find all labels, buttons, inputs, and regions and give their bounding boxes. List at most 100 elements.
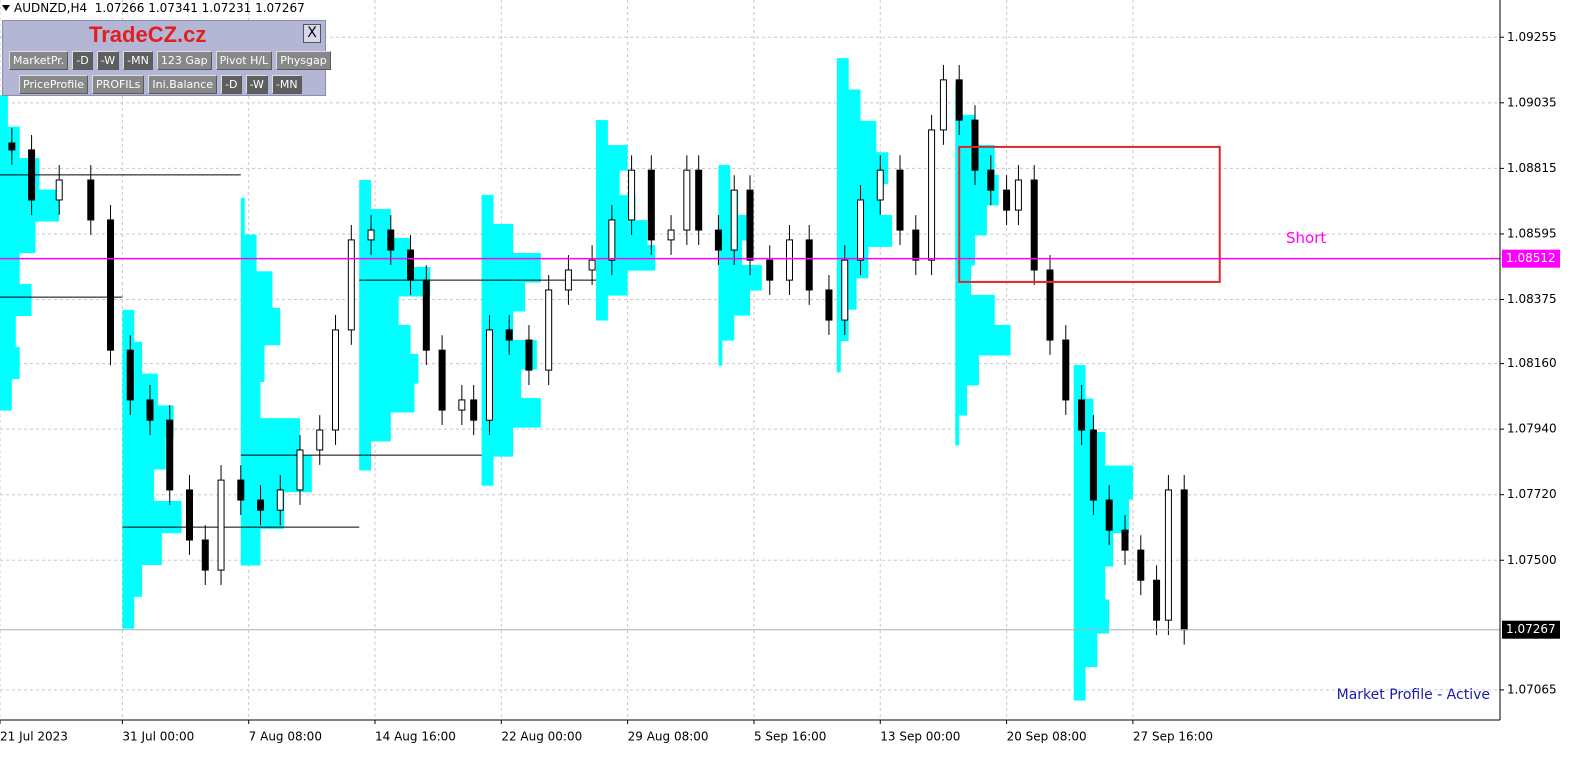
candle-body [825,289,833,321]
panel-button[interactable]: PriceProfile [19,75,89,94]
profile-bar [718,315,735,341]
candle-body [564,269,572,291]
menu-arrow[interactable] [2,5,10,11]
profile-bar [122,309,135,343]
candle-body [126,349,134,401]
candle-body [746,189,754,261]
profile-bar [481,223,514,254]
panel-button[interactable]: 123 Gap [156,51,212,70]
x-tick-label: 5 Sep 16:00 [754,730,826,744]
profile-bar [1073,633,1098,668]
profile-bar [596,295,608,321]
candle-body [316,429,324,451]
candle-body [257,499,265,511]
candle-body [55,179,63,201]
y-tick-label: 1.08160 [1507,356,1557,370]
candle-body [422,279,430,351]
candle-body [387,229,395,251]
profile-bar [240,381,261,419]
profile-bar [240,271,273,309]
candle-body [1062,339,1070,401]
profile-bar [240,344,265,382]
candle-body [1030,179,1038,271]
candle-body [8,142,16,151]
panel-button[interactable]: -D [72,51,93,70]
y-tick-label: 1.08815 [1507,161,1557,175]
profile-bar [836,309,849,342]
profile-bar [359,295,399,326]
x-tick-label: 29 Aug 08:00 [628,730,709,744]
profile-bar [0,95,8,128]
candle-body [1046,269,1054,341]
candle-body [367,229,375,241]
candle-body [628,169,636,221]
profile-bar [1073,666,1086,701]
candle-body [588,259,596,271]
panel-button[interactable]: -MN [123,51,153,70]
profile-bar [359,411,391,442]
candle-body [525,339,533,371]
profile-bar [481,252,541,283]
y-tick-label: 1.09255 [1507,30,1557,44]
profile-bar [0,347,20,380]
profile-bar [0,284,32,317]
candle-body [1121,529,1129,551]
panel-button[interactable]: -W [96,51,120,70]
candle-body [505,329,513,341]
profile-bar [836,58,849,90]
candle-body [87,179,95,221]
panel-button[interactable]: -MN [271,75,302,94]
x-tick-label: 13 Sep 00:00 [880,730,960,744]
candle-body [107,219,115,351]
profile-bar [359,237,411,268]
panel-button[interactable]: -D [221,75,242,94]
candle-body [971,119,979,171]
profile-bar [240,197,245,236]
candle-body [714,229,722,251]
chart-header: AUDNZD,H4 1.07266 1.07341 1.07231 1.0726… [0,1,305,15]
candle-body [1137,549,1145,581]
tool-panel: TradeCZ.cz X MarketPr. -D -W -MN 123 Gap Pivo… [2,20,331,96]
panel-button[interactable]: -W [245,75,268,94]
candle-body [185,489,193,541]
profile-bar [122,532,162,566]
profile-bar [1073,499,1129,534]
candle-body [1078,399,1086,431]
candle-body [28,149,36,201]
candle-body [166,419,174,491]
profile-bar [359,266,431,297]
x-tick-label: 27 Sep 16:00 [1133,730,1213,744]
x-tick-label: 22 Aug 00:00 [501,730,582,744]
profile-bar [1073,432,1106,467]
candle-body [876,169,884,201]
button-row: PriceProfile PROFILs Ini.Balance -D -W -MN [19,75,302,94]
x-tick-label: 14 Aug 16:00 [375,730,456,744]
panel-button[interactable]: Physgap [276,51,331,70]
candle-body [683,169,691,231]
profile-bar [240,234,257,272]
profile-bar [1073,599,1110,634]
panel-button[interactable]: Ini.Balance [148,75,218,94]
candle-body [667,229,675,241]
panel-button[interactable]: Pivot H/L [215,51,273,70]
profile-bar [596,120,608,146]
candle-body [1105,499,1113,531]
profile-bar [0,315,16,348]
panel-button[interactable]: MarketPr. [9,51,69,70]
x-tick-label: 7 Aug 08:00 [249,730,322,744]
symbol-line: AUDNZD,H4 1.07266 1.07341 1.07231 1.0726… [14,1,305,15]
close-button[interactable]: X [303,24,321,43]
profile-bar [240,418,300,456]
profile-bar [955,354,979,386]
candle-body [987,169,995,191]
profile-bar [359,440,372,471]
y-tick-label: 1.07065 [1507,682,1557,696]
profile-bar [836,89,861,122]
x-tick-label: 31 Jul 00:00 [122,730,194,744]
profile-bar [718,265,762,291]
candle-body [485,329,493,421]
profile-bar [596,220,648,246]
panel-button[interactable]: PROFILs [92,75,145,94]
